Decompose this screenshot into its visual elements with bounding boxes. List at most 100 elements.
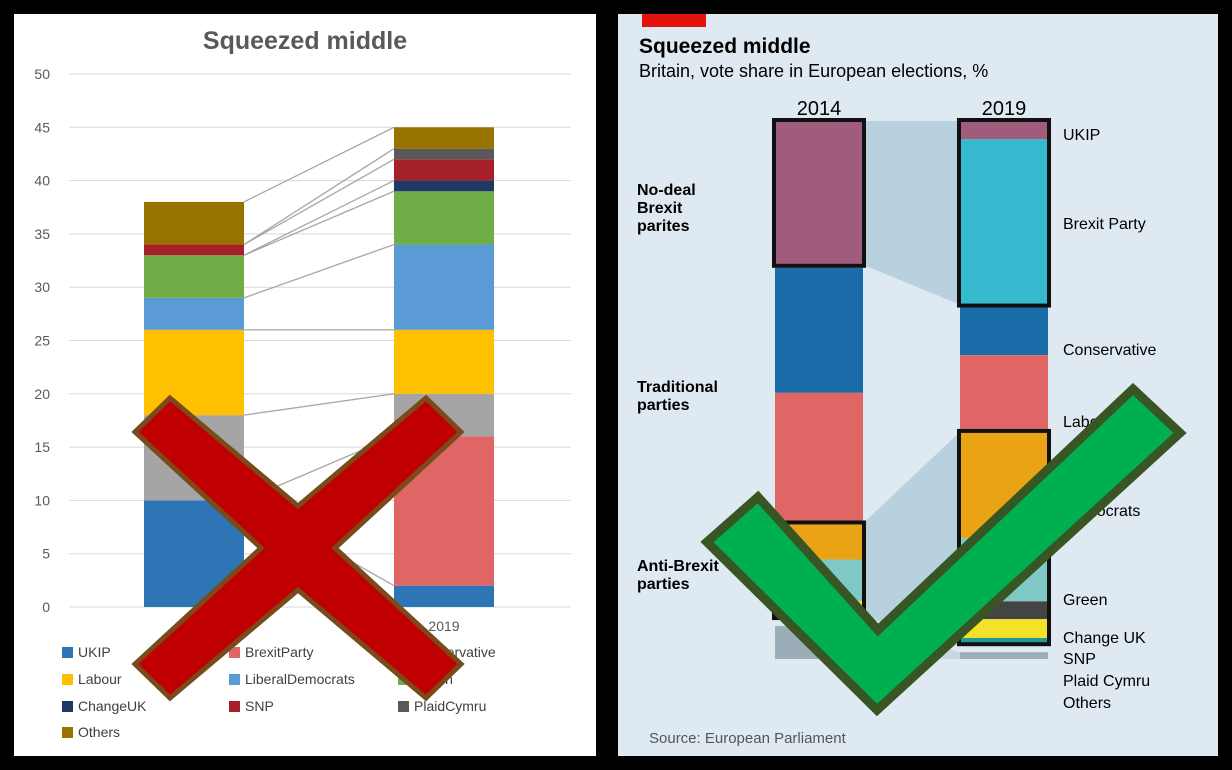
x-tick-label: 2019 xyxy=(428,618,459,634)
legend-label-changeuk: ChangeUK xyxy=(78,698,147,714)
series-label-others: Others xyxy=(1063,695,1111,712)
legend-swatch-others xyxy=(62,727,73,738)
y-tick-label: 30 xyxy=(34,279,50,295)
bar-labour-2014 xyxy=(144,329,244,416)
series-line-others xyxy=(243,126,395,203)
legend-label-labour: Labour xyxy=(78,671,122,687)
series-label-liberal-democrats: Liberal Democrats xyxy=(1063,485,1140,520)
y-tick-label: 50 xyxy=(34,66,50,82)
legend-swatch-labour xyxy=(62,674,73,685)
left-chart: Squeezed middle 0 5 10 15 20 25 30 35 40 45 50 201… xyxy=(34,27,571,740)
series-label-brexit-party: Brexit Party xyxy=(1063,216,1146,233)
legend-swatch-plaidcymru xyxy=(398,701,409,712)
bar-ukip-2014 xyxy=(144,500,244,607)
legend-label-brexitparty: BrexitParty xyxy=(245,644,313,660)
y-tick-label: 20 xyxy=(34,386,50,402)
right-chart-subtitle: Britain, vote share in European election… xyxy=(639,61,988,81)
right-chart-source: Source: European Parliament xyxy=(649,730,847,747)
series-label-change-uk: Change UK xyxy=(1063,630,1146,647)
group-label: Anti-Brexit parties xyxy=(637,558,719,593)
series-line-snp xyxy=(243,158,395,246)
group-label: No-deal Brexit parites xyxy=(637,182,696,235)
bar-green-2019 xyxy=(960,538,1048,602)
series-line-ukip xyxy=(243,499,395,587)
bar-liberaldemocrats-2014 xyxy=(144,297,244,330)
y-tick-label: 25 xyxy=(34,333,50,349)
legend-swatch-changeuk xyxy=(62,701,73,712)
group-connector-band xyxy=(863,121,960,305)
year-label-2019: 2019 xyxy=(982,98,1027,120)
legend-label-snp: SNP xyxy=(245,698,274,714)
y-tick-label: 45 xyxy=(34,119,50,135)
bar-conservative-2019 xyxy=(394,393,494,437)
bar-plaidcymru-2019 xyxy=(394,148,494,160)
bar-brexitparty-2019 xyxy=(394,436,494,586)
x-tick-label: 2014 xyxy=(178,618,209,634)
bar-green-2014 xyxy=(144,255,244,298)
group-outline xyxy=(957,118,1051,308)
bar-conservative-2014 xyxy=(144,415,244,501)
brand-red-tag xyxy=(642,14,706,27)
group-connector-band xyxy=(863,431,960,644)
series-line-plaidcymru xyxy=(243,148,395,246)
series-label-green: Green xyxy=(1063,592,1107,609)
bar-others-2014 xyxy=(144,201,244,245)
y-tick-label: 35 xyxy=(34,226,50,242)
y-tick-label: 10 xyxy=(34,492,50,508)
y-tick-label: 40 xyxy=(34,173,50,189)
bar-snp-2014 xyxy=(775,600,863,614)
series-line-conservative xyxy=(243,393,395,416)
bar-change-uk-2019 xyxy=(960,601,1048,620)
year-label-2014: 2014 xyxy=(797,98,842,120)
right-chart-panel: Squeezed middle Britain, vote share in E… xyxy=(618,14,1218,756)
right-chart: Squeezed middle Britain, vote share in E… xyxy=(637,14,1156,747)
bar-labour-2019 xyxy=(394,329,494,394)
legend-swatch-brexitparty xyxy=(229,647,240,658)
left-chart-panel: Squeezed middle 0 5 10 15 20 25 30 35 40 45 50 201… xyxy=(14,14,596,756)
bar-conservative-2019 xyxy=(960,307,1048,356)
series-line-brexitparty xyxy=(243,435,395,501)
legend-label-ukip: UKIP xyxy=(78,644,111,660)
bar-liberaldemocrats-2019 xyxy=(394,244,494,330)
bar-others-2019 xyxy=(960,652,1048,659)
legend-label-others: Others xyxy=(78,724,120,740)
bar-brexit-party-2019 xyxy=(960,139,1048,305)
bar-ukip-2019 xyxy=(960,121,1048,140)
series-label-snp: SNP xyxy=(1063,651,1096,668)
legend-swatch-green xyxy=(398,674,409,685)
bar-snp-2019 xyxy=(960,619,1048,638)
series-label-ukip: UKIP xyxy=(1063,127,1100,144)
series-label-conservative: Conservative xyxy=(1063,342,1156,359)
legend-label-liberaldemocrats: LiberalDemocrats xyxy=(245,671,355,687)
legend-label-plaidcymru: PlaidCymru xyxy=(414,698,486,714)
bar-green-2019 xyxy=(394,191,494,245)
bar-ukip-2019 xyxy=(394,585,494,607)
y-tick-label: 5 xyxy=(42,546,50,562)
group-label: Traditional parties xyxy=(637,379,718,414)
bar-labour-2019 xyxy=(960,355,1048,429)
legend-swatch-ukip xyxy=(62,647,73,658)
right-chart-title: Squeezed middle xyxy=(639,35,811,58)
bar-labour-2014 xyxy=(775,392,863,521)
series-line-liberaldemocrats xyxy=(243,243,395,299)
legend-swatch-snp xyxy=(229,701,240,712)
group-outline xyxy=(772,118,866,268)
legend-swatch-conservative xyxy=(398,647,409,658)
legend-swatch-liberaldemocrats xyxy=(229,674,240,685)
left-chart-title: Squeezed middle xyxy=(203,27,407,55)
bar-changeuk-2019 xyxy=(394,180,494,192)
y-tick-label: 15 xyxy=(34,439,50,455)
bar-snp-2014 xyxy=(144,244,244,256)
bar-others-2014 xyxy=(775,626,863,659)
bar-green-2014 xyxy=(775,559,863,601)
series-label-labour: Labour xyxy=(1063,414,1113,431)
bar-others-2019 xyxy=(394,127,494,149)
legend-label-conservative: Conservative xyxy=(414,644,496,660)
series-line-changeuk xyxy=(243,180,395,256)
bar-liberal-democrats-2014 xyxy=(775,523,863,560)
series-line-green xyxy=(243,190,395,256)
series-label-plaid-cymru: Plaid Cymru xyxy=(1063,673,1150,690)
bar-conservative-2014 xyxy=(775,267,863,393)
y-tick-label: 0 xyxy=(42,599,50,615)
legend-label-green: Green xyxy=(414,671,453,687)
